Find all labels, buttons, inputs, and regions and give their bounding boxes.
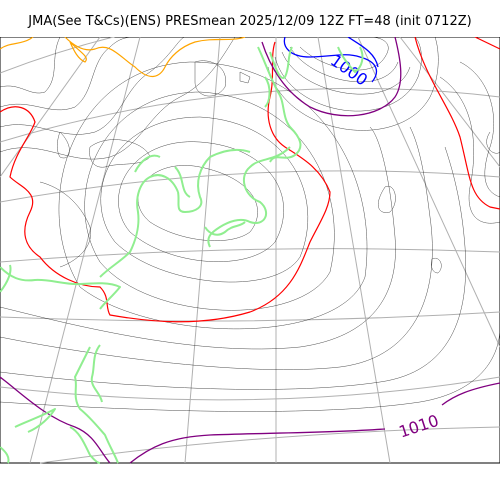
blue-isobar-1000 [283, 37, 379, 83]
pressure-map: 1000 1010 [0, 37, 500, 464]
map-title: JMA(See T&Cs)(ENS) PRESmean 2025/12/09 1… [28, 14, 472, 29]
orange-isobars [0, 37, 246, 77]
purple-isobars [0, 37, 500, 464]
coastline [0, 46, 364, 464]
